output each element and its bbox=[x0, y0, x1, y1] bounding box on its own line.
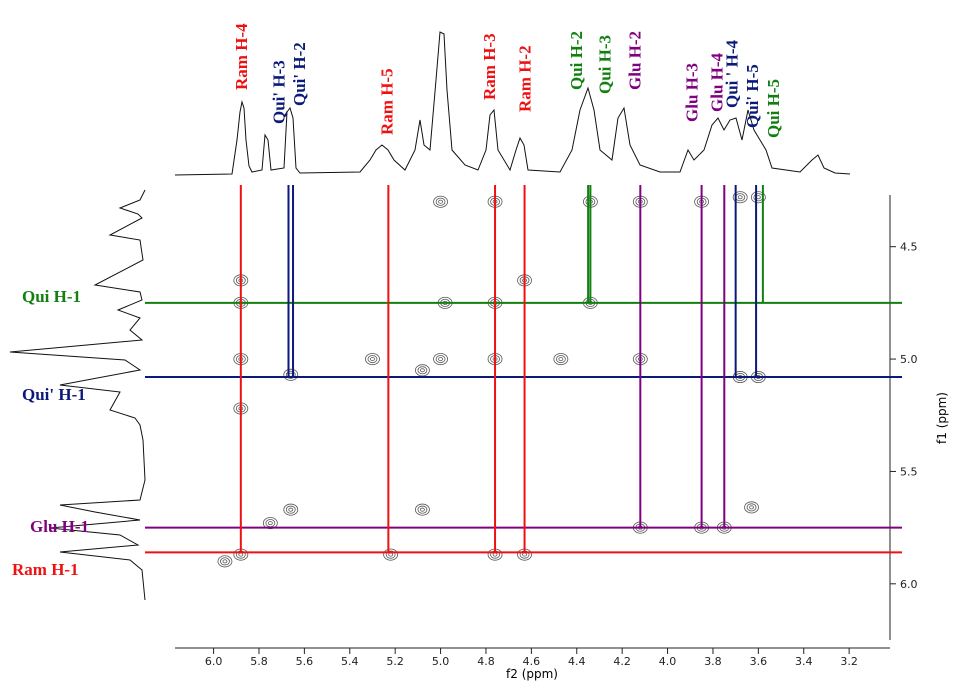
x-tick-label: 5.0 bbox=[432, 655, 450, 668]
cross-peak bbox=[420, 368, 425, 373]
cross-peak bbox=[553, 353, 569, 366]
f1-projection bbox=[9, 189, 146, 601]
cross-peak bbox=[492, 552, 498, 557]
f2-assignment-label: Ram H-4 bbox=[232, 23, 251, 90]
x-tick-label: 5.6 bbox=[296, 655, 314, 668]
cross-peak bbox=[435, 355, 446, 364]
f1-assignment-label: Qui H-1 bbox=[22, 287, 81, 306]
cross-peak bbox=[385, 550, 396, 559]
f2-assignment-label: Qui ' H-4 bbox=[723, 39, 742, 108]
y-tick-label: 4.5 bbox=[900, 241, 918, 254]
f2-assignment-label: Ram H-5 bbox=[377, 68, 396, 135]
cross-peak bbox=[735, 193, 746, 202]
cross-peak bbox=[220, 557, 230, 566]
cross-peak bbox=[420, 507, 425, 512]
cross-peak bbox=[262, 517, 278, 530]
f1-assignment-label: Glu H-1 bbox=[30, 517, 89, 536]
f2-assignment-label: Glu H-2 bbox=[625, 31, 644, 90]
f2-assignment-label: Ram H-3 bbox=[480, 33, 499, 100]
x-tick-label: 5.8 bbox=[250, 655, 268, 668]
cross-peak bbox=[222, 559, 228, 564]
f2-assignment-label: Qui H-2 bbox=[567, 31, 586, 90]
cross-peak bbox=[737, 195, 743, 200]
x-tick-label: 3.8 bbox=[704, 655, 722, 668]
cross-peak bbox=[370, 357, 375, 362]
cross-peak bbox=[383, 548, 399, 561]
cross-peak bbox=[746, 503, 757, 512]
f1-assignment-label: Qui' H-1 bbox=[22, 385, 86, 404]
cross-peak bbox=[438, 357, 443, 362]
f2-assignment-label: Qui' H-2 bbox=[290, 42, 309, 106]
f2-assignment-label: Glu H-3 bbox=[683, 63, 702, 122]
f1-assignment-label: Ram H-1 bbox=[12, 560, 79, 579]
cross-peak bbox=[267, 521, 273, 526]
x-axis-label: f2 (ppm) bbox=[506, 667, 558, 681]
x-tick-label: 4.8 bbox=[477, 655, 495, 668]
cross-peak bbox=[749, 505, 754, 510]
cross-peak bbox=[388, 552, 394, 557]
cross-peak bbox=[438, 199, 443, 204]
f2-assignment-label: Qui H-3 bbox=[595, 35, 614, 94]
cross-peak bbox=[288, 507, 294, 512]
cross-peak bbox=[744, 501, 759, 514]
y-tick-label: 5.0 bbox=[900, 353, 918, 366]
cross-peak bbox=[285, 505, 296, 514]
f2-assignment-label: Ram H-2 bbox=[516, 45, 535, 112]
f2-assignment-label: Qui H-5 bbox=[764, 79, 783, 138]
cross-peak bbox=[750, 191, 766, 204]
cross-peak bbox=[265, 519, 276, 528]
x-tick-label: 4.0 bbox=[659, 655, 677, 668]
cross-peak bbox=[732, 191, 748, 204]
x-tick-label: 3.2 bbox=[840, 655, 858, 668]
cross-peak bbox=[417, 366, 428, 375]
cross-peak bbox=[415, 364, 430, 377]
f2-projection bbox=[174, 31, 851, 176]
cross-peak bbox=[522, 552, 527, 557]
x-tick-label: 4.4 bbox=[568, 655, 586, 668]
y-axis-label: f1 (ppm) bbox=[935, 392, 949, 444]
f2-assignment-label: Qui' H-5 bbox=[743, 64, 762, 128]
x-tick-label: 5.4 bbox=[341, 655, 359, 668]
cross-peak bbox=[238, 552, 244, 557]
cross-peak bbox=[558, 357, 564, 362]
cross-peak bbox=[283, 368, 299, 381]
x-tick-label: 4.2 bbox=[613, 655, 631, 668]
cross-peak bbox=[367, 355, 378, 364]
cross-peak bbox=[417, 505, 428, 514]
cross-peak bbox=[433, 195, 448, 208]
cross-peak bbox=[285, 370, 296, 379]
x-tick-label: 3.4 bbox=[795, 655, 813, 668]
f2-assignment-label: Glu H-4 bbox=[707, 52, 726, 112]
x-tick-label: 6.0 bbox=[205, 655, 223, 668]
cross-peak bbox=[283, 503, 299, 516]
f2-assignment-label: Qui' H-3 bbox=[269, 60, 288, 124]
y-tick-label: 6.0 bbox=[900, 578, 918, 591]
cross-peak bbox=[433, 353, 448, 366]
y-tick-label: 5.5 bbox=[900, 465, 918, 478]
x-tick-label: 4.6 bbox=[523, 655, 541, 668]
x-tick-label: 5.2 bbox=[386, 655, 404, 668]
cross-peak bbox=[555, 355, 566, 364]
cross-peak bbox=[435, 197, 446, 206]
cross-peak bbox=[217, 555, 233, 568]
cross-peak bbox=[365, 353, 380, 366]
cross-peak bbox=[415, 503, 430, 516]
x-tick-label: 3.6 bbox=[750, 655, 768, 668]
